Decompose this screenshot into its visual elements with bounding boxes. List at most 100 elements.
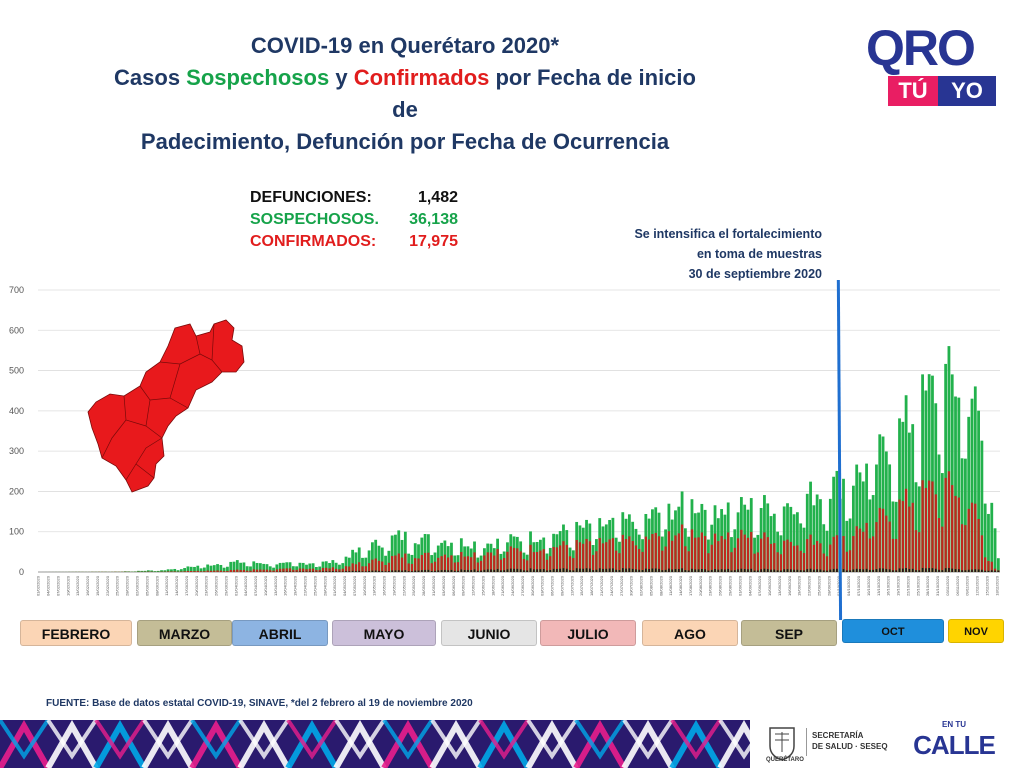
defunciones-bar	[855, 568, 858, 572]
x-tick-label: 14/03/2020	[174, 575, 179, 596]
defunciones-bar	[931, 568, 934, 572]
confirmados-bar	[911, 502, 914, 572]
confirmados-bar	[236, 569, 239, 572]
defunciones-bar	[411, 571, 413, 572]
confirmados-bar	[229, 569, 232, 572]
x-tick-label: 09/07/2020	[559, 575, 564, 596]
defunciones-bar	[826, 570, 828, 572]
sospechosos-bar	[822, 524, 826, 572]
x-tick-label: 02/03/2020	[134, 575, 139, 596]
defunciones-bar	[450, 569, 453, 572]
confirmados-bar	[934, 494, 937, 572]
confirmados-bar	[391, 555, 394, 572]
confirmados-bar	[183, 571, 186, 572]
x-tick-label: 25/09/2020	[816, 575, 821, 596]
confirmados-bar	[249, 570, 252, 572]
sospechosos-bar	[861, 481, 865, 572]
confirmados-bar	[868, 538, 872, 572]
confirmados-bar	[381, 561, 384, 572]
confirmados-bar	[361, 566, 364, 572]
sospechosos-bar	[166, 569, 170, 572]
defunciones-bar	[714, 569, 716, 572]
confirmados-bar	[885, 515, 888, 572]
defunciones-bar	[631, 568, 634, 572]
confirmados-bar	[654, 532, 657, 572]
sospechosos-bar	[924, 390, 928, 572]
defunciones-bar	[602, 568, 604, 572]
confirmados-bar	[743, 534, 746, 572]
confirmados-bar	[878, 507, 881, 572]
zigzag-stroke	[382, 720, 434, 760]
zigzag-stroke	[574, 720, 626, 760]
sospechosos-bar	[324, 561, 328, 572]
sospechosos-bar	[832, 476, 836, 572]
defunciones-bar	[549, 569, 552, 572]
x-tick-label: 13/10/2020	[876, 575, 881, 596]
sospechosos-bar	[898, 418, 901, 572]
confirmados-bar	[832, 536, 835, 572]
logo-tu: TÚ	[888, 76, 938, 106]
x-tick-label: 22/10/2020	[905, 575, 910, 596]
title-line-2-c: y	[329, 65, 354, 90]
month-label: MAYO	[332, 620, 436, 646]
defunciones-bar	[789, 569, 792, 572]
x-tick-label: 15/07/2020	[579, 575, 584, 596]
x-tick-label: 04/02/2020	[46, 575, 51, 596]
sospechosos-bar	[255, 562, 259, 572]
confirmados-bar	[377, 560, 381, 572]
x-tick-label: 03/07/2020	[540, 575, 545, 596]
confirmados-bar	[414, 558, 417, 572]
sospechosos-bar	[282, 562, 285, 572]
defunciones-bar	[595, 569, 598, 572]
confirmados-bar	[591, 554, 595, 572]
confirmados-bar	[203, 571, 206, 572]
confirmados-bar	[697, 537, 700, 572]
confirmados-bar	[209, 570, 213, 572]
sospechosos-bar	[937, 454, 941, 572]
defunciones-bar	[565, 568, 568, 572]
confirmados-bar	[618, 553, 621, 572]
x-tick-label: 13/09/2020	[777, 575, 782, 596]
defunciones-bar	[447, 570, 449, 572]
sospechosos-bar	[301, 562, 305, 572]
confirmados-bar	[690, 529, 694, 572]
confirmados-bar	[789, 541, 792, 572]
sospechosos-bar	[957, 397, 961, 572]
sospechosos-bar	[802, 527, 806, 572]
x-tick-label: 13/02/2020	[75, 575, 80, 596]
x-tick-label: 07/05/2020	[352, 575, 357, 596]
x-tick-label: 29/08/2020	[727, 575, 732, 596]
sospechosos-bar	[374, 539, 378, 572]
confirmados-bar	[193, 571, 196, 572]
confirmados-bar	[302, 568, 305, 572]
confirmados-bar	[901, 501, 904, 572]
x-tick-label: 10/04/2020	[263, 575, 268, 596]
sospechosos-bar	[851, 485, 855, 572]
confirmados-bar	[829, 544, 832, 572]
confirmados-bar	[809, 534, 812, 572]
zigzag-stroke	[0, 720, 50, 760]
confirmados-bar	[631, 541, 634, 572]
x-tick-label: 04/05/2020	[342, 575, 347, 596]
sospechosos-bar	[183, 568, 187, 572]
defunciones-bar	[898, 568, 901, 572]
confirmados-bar	[960, 524, 964, 572]
x-tick-label: 18/11/2020	[994, 575, 999, 595]
defunciones-bar	[885, 568, 888, 572]
defunciones-bar	[476, 570, 479, 572]
logo-qro: QRO	[866, 20, 976, 76]
confirmados-bar	[384, 564, 387, 572]
sospechosos-bar	[367, 550, 371, 572]
defunciones-bar	[766, 569, 769, 572]
confirmados-bar	[545, 559, 549, 572]
confirmados-bar	[783, 540, 786, 572]
confirmados-bar	[437, 557, 440, 572]
confirmados-bar	[335, 568, 338, 572]
sospechosos-bar	[305, 564, 308, 572]
sospechosos-bar	[891, 501, 895, 572]
defunciones-bar	[335, 571, 337, 572]
defunciones-bar	[638, 569, 641, 572]
title-confirmados-word: Confirmados	[353, 65, 490, 90]
annotation-line-1: Se intensifica el fortalecimiento	[634, 227, 822, 241]
month-label: MARZO	[137, 620, 232, 646]
